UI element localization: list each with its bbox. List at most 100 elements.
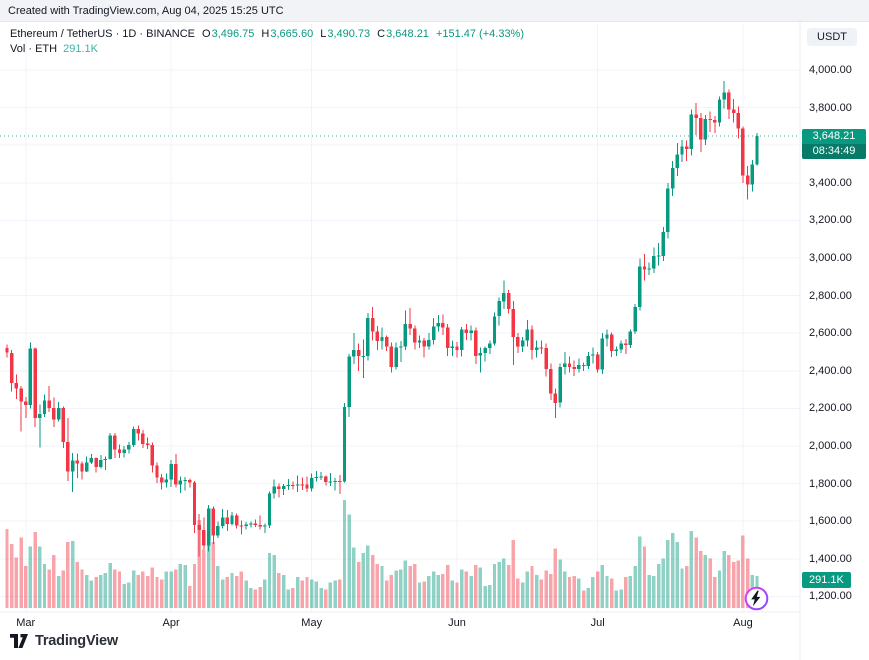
volume-bar — [150, 567, 155, 608]
candle-body — [581, 365, 586, 367]
candle-body — [239, 525, 244, 527]
volume-bar — [549, 573, 553, 608]
volume-bar — [595, 571, 600, 608]
price-axis-label: 4,000.00 — [809, 64, 852, 76]
volume-bar — [525, 571, 530, 608]
candle-body — [338, 480, 342, 482]
volume-label[interactable]: Vol · ETH — [10, 43, 58, 55]
volume-bar — [244, 580, 248, 608]
price-axis-label: 1,400.00 — [809, 552, 852, 565]
price-axis-label: 2,800.00 — [809, 289, 852, 302]
volume-bar — [202, 549, 206, 608]
price-axis-label: 2,600.00 — [809, 327, 852, 340]
candle-body — [70, 460, 75, 472]
candle-body — [188, 480, 192, 483]
volume-bar — [164, 571, 169, 608]
candle-body — [197, 525, 201, 531]
open-letter: O — [202, 28, 211, 40]
volume-bar — [192, 564, 197, 608]
candle-body — [333, 480, 337, 482]
candle-body — [356, 350, 361, 357]
volume-bar — [286, 589, 290, 608]
candle-body — [206, 508, 211, 546]
volume-bar — [703, 555, 708, 608]
candle-body — [567, 363, 572, 368]
volume-bar — [652, 576, 656, 608]
candle-body — [127, 444, 131, 450]
candle-body — [506, 292, 511, 309]
volume-bar — [614, 590, 619, 608]
candle-body — [328, 481, 333, 483]
volume-bar — [361, 553, 365, 608]
volume-bar — [338, 579, 342, 608]
candle-body — [225, 517, 230, 524]
candle-body — [731, 109, 736, 113]
price-axis-label: 3,800.00 — [809, 101, 852, 114]
volume-bar — [28, 546, 33, 608]
volume-bar — [492, 564, 497, 608]
candle-body — [492, 316, 497, 344]
volume-bar — [633, 566, 637, 608]
open-value: 3,496.75 — [211, 28, 255, 40]
volume-bar — [445, 565, 450, 608]
volume-bar — [309, 579, 314, 608]
time-axis-label: Apr — [162, 617, 180, 629]
lightning-button[interactable] — [744, 586, 769, 611]
candle-body — [403, 323, 408, 347]
volume-bar — [394, 570, 398, 608]
low-letter: L — [320, 28, 327, 40]
candle-body — [427, 339, 431, 347]
candle-body — [549, 368, 553, 394]
candle-body — [703, 118, 708, 140]
price-axis[interactable]: 3,648.21 08:34:49 291.1K 4,000.00 3,800.0… — [800, 22, 869, 660]
volume-bar — [553, 548, 558, 608]
candle-body — [150, 445, 155, 466]
candle-body — [516, 337, 520, 347]
candle-body — [14, 382, 19, 389]
candle-body — [520, 340, 525, 347]
candle-body — [211, 508, 215, 536]
candle-body — [352, 350, 356, 357]
candle-body — [56, 407, 61, 420]
candle-body — [675, 154, 680, 168]
candle-body — [614, 349, 619, 352]
candle-body — [741, 128, 745, 176]
volume-bar — [708, 558, 712, 608]
candle-body — [314, 477, 319, 479]
time-axis-label: May — [301, 617, 323, 629]
price-axis-label: 1,200.00 — [809, 590, 852, 603]
volume-bar — [356, 561, 361, 608]
volume-bar — [136, 575, 140, 608]
attribution-bar: Created with TradingView.com, Aug 04, 20… — [0, 0, 869, 22]
symbol-title[interactable]: Ethereum / TetherUS · 1D · BINANCE — [10, 28, 196, 40]
candle-body — [722, 92, 726, 100]
candle-body — [366, 318, 370, 356]
volume-bar — [155, 577, 159, 608]
candle-body — [305, 484, 309, 489]
volume-bar — [727, 555, 731, 608]
volume-bar — [108, 562, 112, 608]
candle-body — [131, 429, 136, 445]
volume-bar — [188, 586, 192, 608]
change-value: +151.47 (+4.33%) — [435, 28, 525, 40]
volume-bar — [234, 576, 239, 608]
candle-body — [164, 479, 169, 483]
volume-bar — [19, 537, 23, 608]
tradingview-logo[interactable]: TradingView — [10, 633, 118, 649]
volume-bar — [511, 539, 515, 608]
volume-badge: 291.1K — [802, 571, 851, 588]
currency-unit-button[interactable]: USDT — [807, 28, 857, 46]
time-axis[interactable]: Mar Apr May Jun Jul Aug — [0, 612, 800, 642]
candle-body — [408, 323, 412, 329]
candle-body — [525, 329, 530, 341]
candle-body — [258, 524, 262, 527]
candle-body — [413, 328, 417, 343]
candle-body — [717, 99, 722, 123]
price-axis-label: 2,000.00 — [809, 440, 852, 452]
volume-bar — [80, 569, 84, 608]
candle-body — [9, 352, 14, 383]
candle-body — [192, 482, 197, 525]
volume-bar — [422, 581, 426, 608]
candle-body — [84, 462, 89, 472]
